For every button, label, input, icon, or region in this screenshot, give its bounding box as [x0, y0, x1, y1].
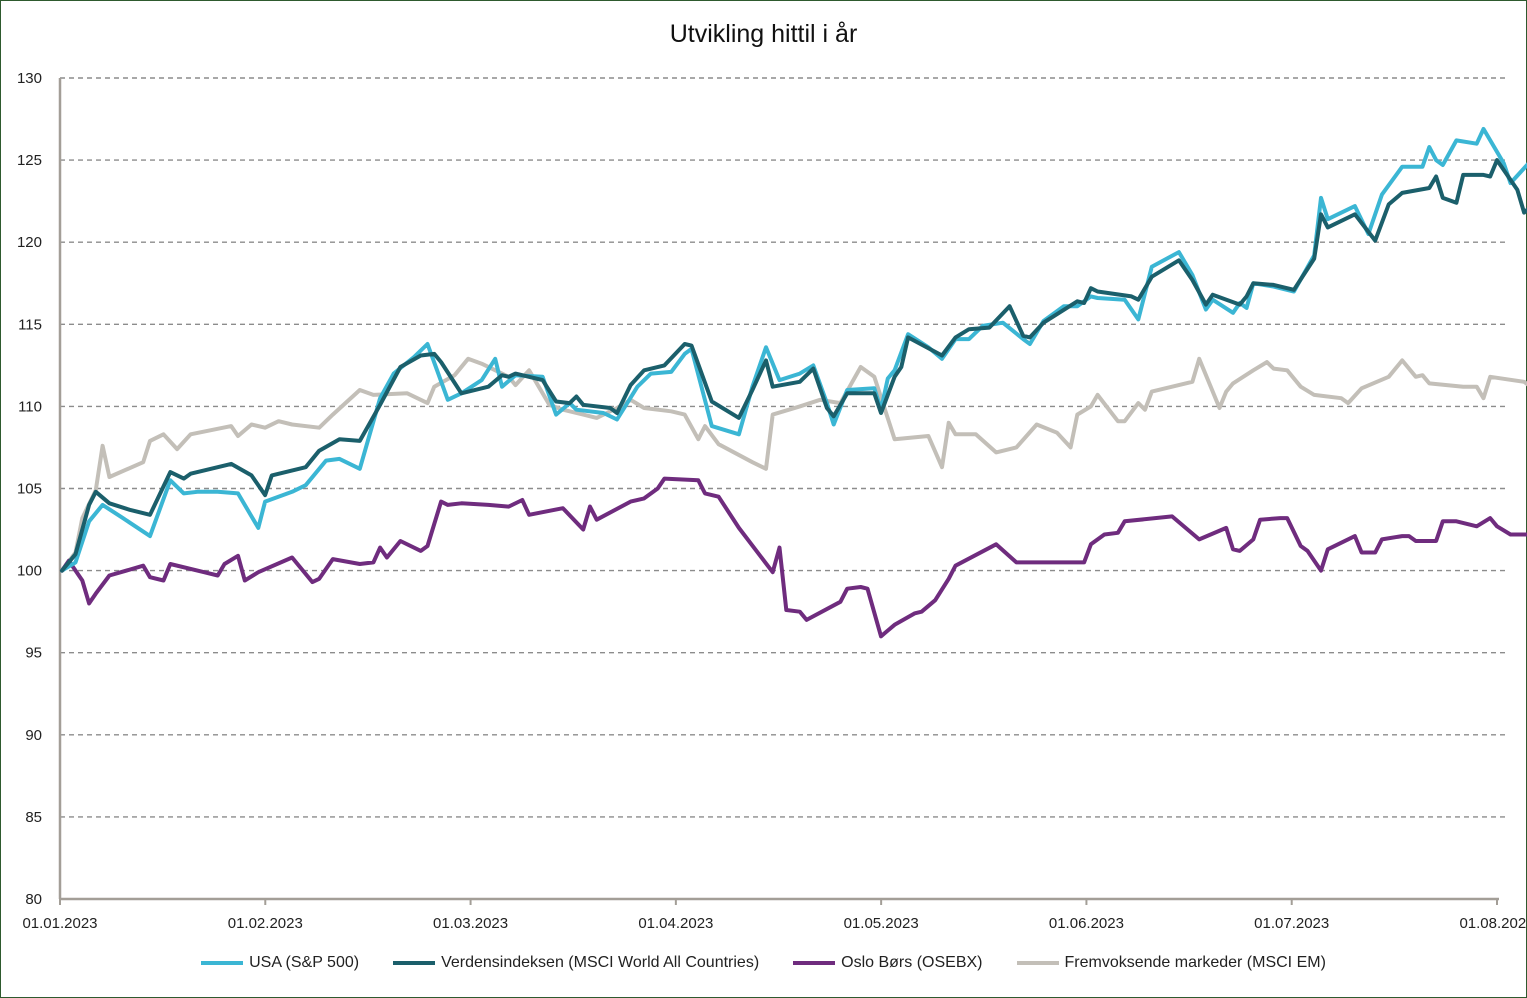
x-tick-label: 01.05.2023 — [844, 915, 919, 932]
legend-label: Fremvoksende markeder (MSCI EM) — [1064, 954, 1326, 971]
y-tick-label: 115 — [18, 316, 42, 333]
y-tick-label: 125 — [17, 152, 42, 169]
y-tick-label: 95 — [25, 645, 42, 662]
legend-label: USA (S&P 500) — [249, 954, 360, 971]
legend-label: Oslo Børs (OSEBX) — [841, 954, 983, 971]
y-tick-label: 120 — [17, 234, 42, 251]
x-tick-label: 01.08.2023 — [1459, 915, 1527, 932]
legend-item: Fremvoksende markeder (MSCI EM) — [1016, 954, 1326, 972]
chart-title: Utvikling hittil i år — [669, 20, 858, 48]
legend-item: Verdensindeksen (MSCI World All Countrie… — [393, 954, 759, 972]
legend-item: Oslo Børs (OSEBX) — [793, 954, 983, 972]
legend-item: USA (S&P 500) — [201, 954, 359, 972]
legend-swatch — [201, 961, 244, 965]
y-tick-label: 90 — [25, 727, 42, 744]
series-line — [60, 158, 1527, 573]
y-tick-label: 85 — [25, 809, 42, 826]
series-line — [60, 476, 1527, 639]
x-tick-label: 01.02.2023 — [228, 915, 303, 932]
x-tick-label: 01.03.2023 — [433, 915, 508, 932]
legend-swatch — [393, 961, 436, 965]
x-tick-label: 01.07.2023 — [1254, 915, 1329, 932]
x-tick-label: 01.04.2023 — [638, 915, 713, 932]
series-line — [60, 356, 1527, 573]
series-line — [60, 126, 1527, 573]
x-tick-label: 01.01.2023 — [22, 915, 97, 932]
legend-swatch — [793, 961, 836, 965]
y-tick-label: 100 — [17, 563, 42, 580]
y-tick-label: 110 — [18, 398, 42, 415]
chart-legend: USA (S&P 500) Verdensindeksen (MSCI World… — [0, 954, 1527, 972]
legend-label: Verdensindeksen (MSCI World All Countrie… — [441, 954, 760, 971]
y-tick-label: 130 — [17, 70, 42, 87]
y-tick-label: 80 — [25, 891, 42, 908]
y-tick-label: 105 — [17, 481, 42, 498]
x-tick-label: 01.06.2023 — [1049, 915, 1124, 932]
legend-swatch — [1016, 961, 1059, 965]
